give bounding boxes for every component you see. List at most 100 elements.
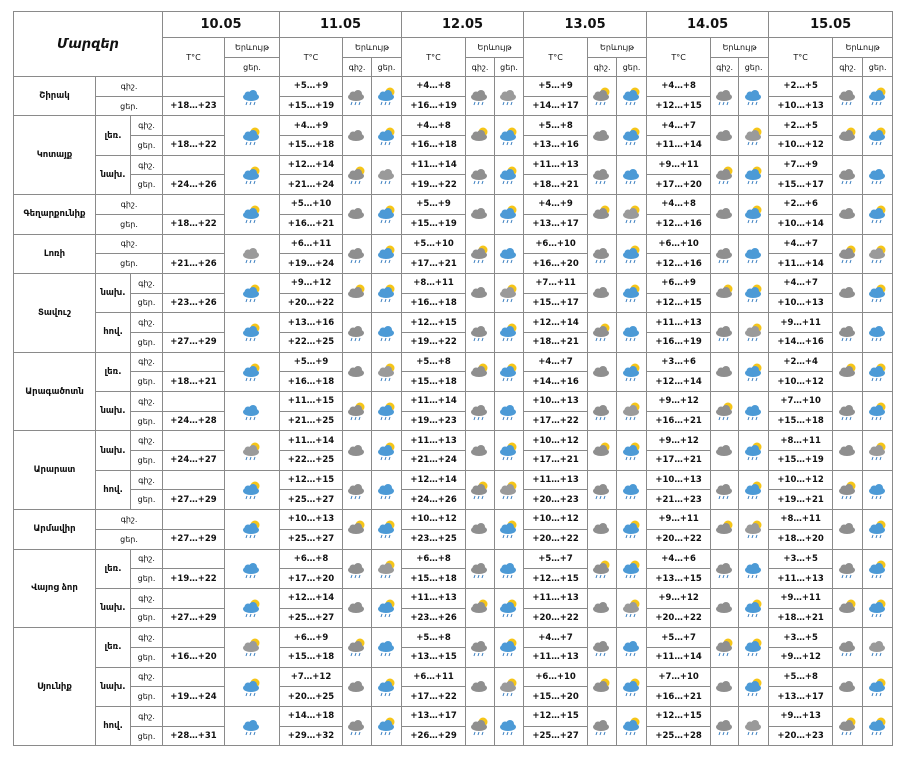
region-name: Լոռի <box>13 233 96 274</box>
icon-cell <box>832 587 864 629</box>
day-label: ցեր. <box>130 725 163 747</box>
icon-cell <box>342 312 372 353</box>
icon-cell <box>710 469 740 511</box>
day-temp: +13…+17 <box>523 213 589 235</box>
weather-icon <box>348 326 364 342</box>
night-temp: +8…+11 <box>768 430 834 452</box>
weather-icon <box>868 205 886 224</box>
day-temp: +23…+25 <box>401 528 467 550</box>
night-label: գիշ. <box>130 115 163 137</box>
weather-icon <box>868 168 885 185</box>
icon-cell <box>494 666 525 708</box>
night-temp: +13…+17 <box>401 706 467 727</box>
day-label: ցեր. <box>95 528 163 550</box>
night-temp: +3…+5 <box>768 548 834 570</box>
night-temp: +11…+13 <box>523 154 589 176</box>
table-row: ցեր. +18…+21 +16…+18 +15…+18 +14…+16 +12…+14 +… <box>14 371 893 392</box>
table-row: ցեր. գիշ. ցեր. գիշ. ցեր. գիշ. ցեր. գիշ. ցեր. գիշ.… <box>14 57 894 77</box>
icon-cell <box>862 75 894 117</box>
icon-cell <box>832 548 864 589</box>
weather-icon <box>593 168 610 185</box>
temp-header: T°C <box>523 37 589 77</box>
weather-icon <box>715 284 733 299</box>
weather-icon <box>715 90 732 106</box>
weather-icon <box>622 245 640 263</box>
day-temp: +20…+22 <box>523 528 589 550</box>
day-temp: +25…+27 <box>279 489 343 511</box>
night-temp: +4…+9 <box>523 194 589 215</box>
night-label: գիշ. <box>95 194 163 215</box>
night-temp: +7…+12 <box>279 666 343 688</box>
day-temp: +17…+21 <box>401 253 467 274</box>
weather-icon <box>622 87 640 106</box>
weather-icon <box>715 483 732 500</box>
weather-icon <box>593 247 610 263</box>
night-temp: +8…+11 <box>401 272 467 294</box>
icon-cell <box>494 115 525 156</box>
weather-icon <box>744 284 762 303</box>
icon-cell <box>465 666 496 708</box>
icon-cell <box>587 194 618 235</box>
weather-icon <box>348 520 365 535</box>
icon-cell <box>465 233 496 274</box>
night-temp: +11…+14 <box>401 391 467 412</box>
icon-cell <box>342 705 372 747</box>
table-row: ցեր. +27…+29 +22…+25 +19…+22 +18…+21 +16…+19 +… <box>14 331 893 353</box>
night-temp: +10…+12 <box>523 509 589 530</box>
day-temp: +17…+20 <box>646 174 712 196</box>
weather-icon <box>622 717 640 736</box>
weather-icon <box>744 562 761 578</box>
weather-icon <box>348 483 364 500</box>
weather-icon <box>593 205 610 220</box>
icon-cell <box>832 154 864 196</box>
night-label: գիշ. <box>130 666 163 688</box>
weather-icon <box>377 599 395 618</box>
day-temp: +22…+25 <box>279 450 343 471</box>
phenomenon-header: Երևույթ <box>341 37 403 58</box>
weather-icon <box>593 641 610 657</box>
icon-cell <box>862 430 894 471</box>
table-row: Արագածոտն լեռ. գիշ. +5…+9 +5…+8 +4…+7 +3…+6 +2…… <box>13 351 894 432</box>
weather-icon <box>500 247 517 263</box>
icon-cell <box>370 548 403 589</box>
weather-icon <box>471 562 488 578</box>
day-label: ցեր. <box>130 174 163 196</box>
weather-icon <box>593 87 610 106</box>
icon-cell <box>465 469 496 511</box>
weather-icon <box>348 365 364 377</box>
day-label: ցեր. <box>95 95 163 117</box>
region-name: Սյունիք <box>13 627 96 747</box>
day-temp: +24…+27 <box>162 450 225 471</box>
zone-name: նախ. <box>95 272 131 314</box>
icon-cell <box>370 154 403 196</box>
icon-cell <box>342 509 372 550</box>
day-temp: +19…+24 <box>162 686 225 707</box>
icon-cell <box>370 587 403 629</box>
night-temp: +12…+14 <box>279 154 343 176</box>
empty-cell <box>162 76 225 97</box>
icon-cell <box>342 272 372 314</box>
table-row: ցեր. +24…+27 +22…+25 +21…+24 +17…+21 +17…+21 +… <box>14 450 893 471</box>
empty-cell <box>162 194 225 215</box>
night-header: գիշ. <box>465 57 496 77</box>
date: 12.05 <box>401 11 525 38</box>
icon-cell <box>616 233 648 274</box>
icon-cell <box>832 194 864 235</box>
icon-cell <box>224 75 280 117</box>
icon-cell <box>832 272 864 314</box>
day-temp: +13…+16 <box>523 135 589 156</box>
weather-icon <box>744 247 761 263</box>
icon-cell <box>738 627 770 668</box>
weather-icon <box>377 87 395 106</box>
day-temp: +26…+29 <box>401 725 467 747</box>
weather-icon <box>622 483 639 500</box>
weather-icon <box>593 720 610 736</box>
date: 11.05 <box>278 11 403 38</box>
day-temp: +12…+15 <box>646 95 712 117</box>
empty-cell <box>162 154 225 176</box>
icon-cell <box>710 194 740 235</box>
icon-cell <box>862 233 894 274</box>
icon-cell <box>465 115 496 156</box>
weather-icon <box>715 520 733 535</box>
weather-icon <box>868 363 886 381</box>
